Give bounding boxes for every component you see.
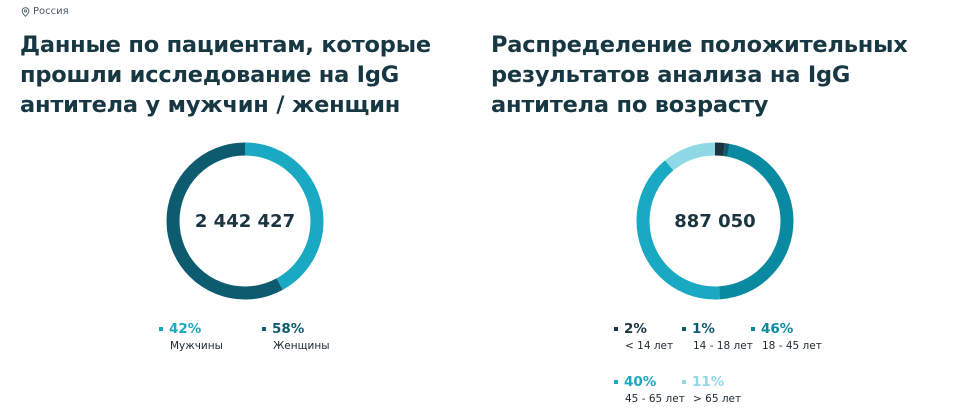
legend-pct: 42% (169, 321, 202, 337)
donut-segment (166, 142, 324, 300)
legend-pct: 11% (692, 374, 725, 390)
legend-item-women: 58% Женщины (262, 321, 330, 352)
legend-label: 45 - 65 лет (625, 393, 685, 405)
donut-segment (636, 142, 794, 300)
gender-donut-chart: 2 442 427 (165, 141, 325, 301)
legend-label: > 65 лет (693, 393, 742, 405)
age-total: 887 050 (674, 210, 756, 232)
legend-pct: 40% (624, 374, 657, 390)
legend-item-over-65: 11% > 65 лет (682, 374, 741, 405)
legend-swatch (262, 327, 266, 331)
legend-pct: 1% (692, 321, 715, 337)
location-text: Россия (33, 6, 69, 17)
gender-total: 2 442 427 (194, 210, 296, 232)
legend-swatch (614, 380, 618, 384)
legend-pct: 46% (761, 321, 794, 337)
legend-swatch (751, 327, 755, 331)
age-chart-title: Распределение положительных результатов … (491, 32, 908, 118)
legend-label: < 14 лет (625, 340, 674, 352)
legend-swatch (159, 327, 163, 331)
legend-swatch (614, 327, 618, 331)
legend-label: 18 - 45 лет (762, 340, 822, 352)
age-donut-chart: 887 050 (635, 141, 795, 301)
legend-pct: 2% (624, 321, 647, 337)
legend-item-18-45: 46% 18 - 45 лет (751, 321, 822, 352)
legend-label: Женщины (273, 340, 330, 352)
legend-item-men: 42% Мужчины (159, 321, 223, 352)
donut-segment (636, 142, 794, 300)
location-label: Россия (21, 6, 69, 17)
legend-pct: 58% (272, 321, 305, 337)
donut-segment (636, 142, 794, 300)
gender-chart-title: Данные по пациентам, которые прошли иссл… (20, 32, 431, 118)
legend-swatch (682, 380, 686, 384)
legend-label: 14 - 18 лет (693, 340, 753, 352)
legend-item-14-18: 1% 14 - 18 лет (682, 321, 753, 352)
map-pin-icon (21, 6, 30, 17)
legend-swatch (682, 327, 686, 331)
legend-item-under-14: 2% < 14 лет (614, 321, 673, 352)
legend-label: Мужчины (170, 340, 223, 352)
legend-item-45-65: 40% 45 - 65 лет (614, 374, 685, 405)
